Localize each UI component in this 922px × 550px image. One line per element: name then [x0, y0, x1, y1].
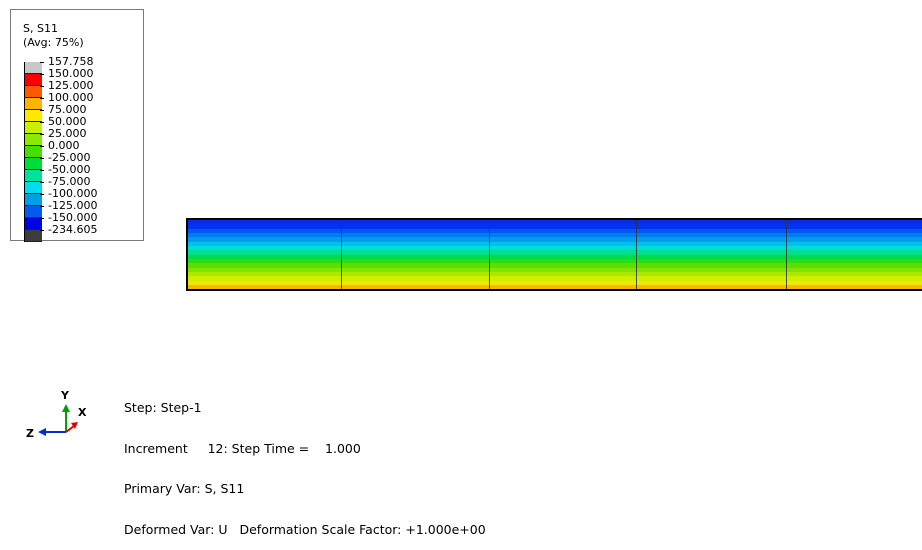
legend-swatch [25, 98, 42, 110]
element-edge-line [340, 220, 342, 289]
legend-tick-label: 50.000 [40, 116, 87, 128]
contour-band [188, 237, 922, 242]
contour-band [188, 254, 922, 260]
contour-band [188, 272, 922, 277]
legend-tick-label: 25.000 [40, 128, 87, 140]
legend-tick-label: -125.000 [39, 200, 97, 212]
legend-tick-label: -50.000 [39, 164, 90, 176]
axis-triad: Y X Z [26, 388, 96, 440]
legend-tick-label: 0.000 [40, 140, 80, 152]
legend-tick-label: -25.000 [39, 152, 90, 164]
contour-band [188, 224, 922, 229]
legend-tick-label: -150.000 [39, 212, 97, 224]
contour-band [188, 220, 922, 225]
legend-tick-label: 150.000 [40, 68, 94, 80]
legend-swatch [25, 74, 42, 86]
legend-swatch [25, 110, 42, 122]
legend-swatch [25, 134, 42, 146]
contour-band [188, 250, 922, 255]
legend-tick-label: 100.000 [40, 92, 94, 104]
contour-band [188, 280, 922, 286]
primary-variable: Primary Var: S, S11 [124, 481, 245, 496]
legend-averaging: (Avg: 75%) [23, 36, 84, 49]
legend-tick-label: -100.000 [39, 188, 97, 200]
legend-swatch [25, 170, 42, 182]
legend-swatch [25, 62, 42, 74]
increment-info: Increment 12: Step Time = 1.000 [124, 440, 361, 456]
element-edge-line [786, 220, 788, 289]
legend-tick-label: -75.000 [39, 176, 90, 188]
legend-tick-label: -234.605 [39, 224, 97, 236]
legend-title: S, S11 [23, 22, 58, 35]
element-edge-line [635, 220, 637, 289]
legend-swatch [25, 218, 42, 230]
legend-color-bar [24, 62, 42, 242]
contour-band [188, 285, 922, 289]
axis-y-label: Y [60, 389, 70, 402]
legend-swatch [25, 158, 42, 170]
triad-icon: Y X Z [26, 389, 87, 440]
contour-band [188, 233, 922, 238]
legend-tick-label: 75.000 [40, 104, 87, 116]
legend-swatch [25, 230, 42, 242]
legend-swatch [25, 122, 42, 134]
contour-band [188, 267, 922, 273]
contour-band [188, 259, 922, 264]
deformed-variable: Deformed Var: U Deformation Scale Factor… [124, 521, 486, 537]
legend-swatch [25, 206, 42, 218]
legend-tick-label: 157.758 [40, 56, 94, 68]
legend-swatch [25, 86, 42, 98]
contour-band [188, 241, 922, 247]
axis-z-label: Z [26, 427, 34, 440]
legend-swatch [25, 194, 42, 206]
step-info: Step: Step-1 Increment 12: Step Time = 1… [124, 374, 486, 550]
contour-legend: S, S11 (Avg: 75%) 157.758 150.000 125.000 1… [10, 9, 144, 242]
legend-swatch [25, 146, 42, 158]
contour-band [188, 263, 922, 268]
contour-band [188, 290, 922, 292]
contour-band [188, 228, 922, 234]
axis-x-label: X [78, 406, 87, 419]
contour-band [188, 276, 922, 281]
element-edge-line [488, 220, 490, 289]
legend-swatch [25, 182, 42, 194]
step-name: Step: Step-1 [124, 400, 202, 415]
legend-tick-label: 125.000 [40, 80, 94, 92]
beam-contour-plot[interactable] [186, 218, 922, 291]
contour-band [188, 246, 922, 251]
